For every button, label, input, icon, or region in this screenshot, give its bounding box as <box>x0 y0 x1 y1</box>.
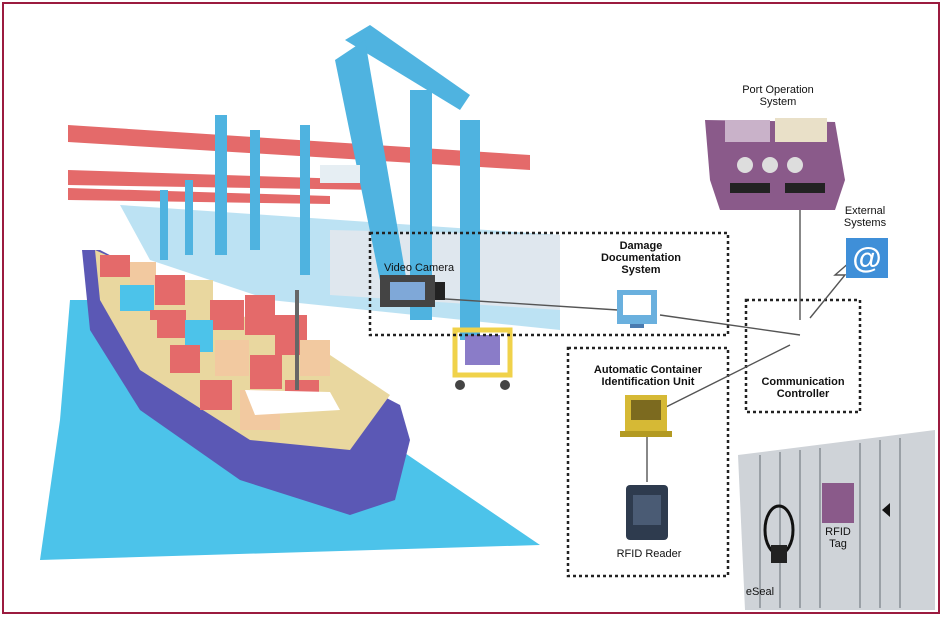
eseal-label: eSeal <box>745 586 775 598</box>
camera-group-box <box>368 231 730 337</box>
damage-documentation-system-label: Damage Documentation System <box>600 240 682 276</box>
video-camera-icon <box>380 275 445 307</box>
communication-controller-box <box>744 298 862 414</box>
rfid-tag-label: RFID Tag <box>825 526 851 550</box>
ship-mast <box>295 290 299 390</box>
external-systems-label: External Systems <box>843 205 887 229</box>
at-sign-icon: @ <box>846 238 888 278</box>
port-operation-system-label: Port Operation System <box>742 84 814 108</box>
ship-bridge <box>245 390 340 415</box>
monitor-icon <box>617 290 657 328</box>
automatic-container-identification-unit-label: Automatic Container Identification Unit <box>593 364 703 388</box>
computer-terminal-icon <box>620 395 672 437</box>
gantry-cranes <box>68 25 530 340</box>
shipping-container-icon <box>738 430 935 610</box>
connections <box>429 205 859 482</box>
communication-controller-label: Communication Controller <box>761 376 845 400</box>
video-camera-label: Video Camera <box>384 262 455 274</box>
svg-text:@: @ <box>852 242 881 275</box>
rfid-reader-icon <box>626 485 668 540</box>
rfid-reader-label: RFID Reader <box>616 548 682 560</box>
control-console-icon <box>705 118 845 210</box>
straddle-carrier <box>452 327 513 390</box>
container-stack <box>100 255 330 430</box>
acid-unit-box <box>566 346 730 578</box>
